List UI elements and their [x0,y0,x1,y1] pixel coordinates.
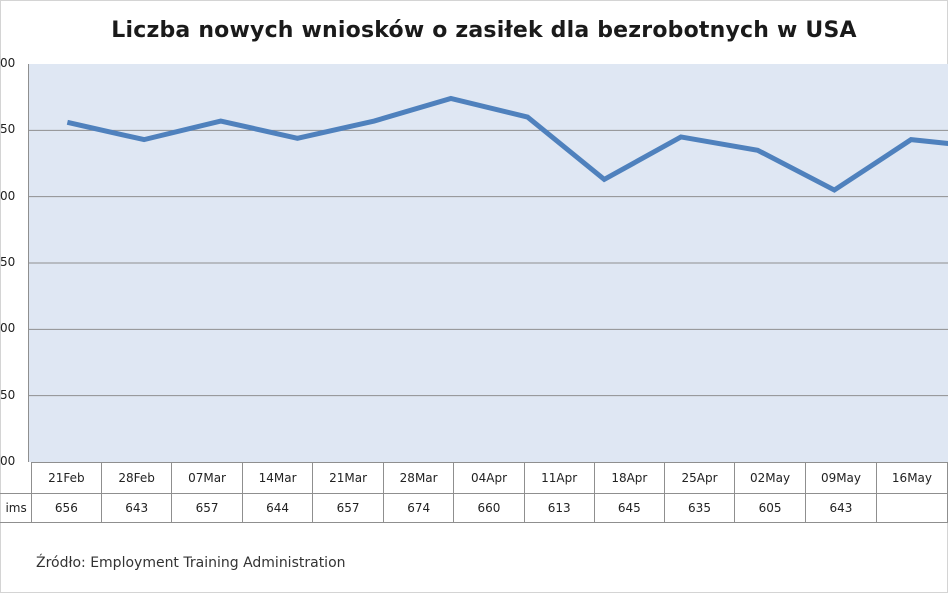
y-tick-label: 00 [0,321,16,336]
value-label: 645 [593,493,665,523]
category-label: 14Mar [241,462,314,494]
category-label: 07Mar [171,462,243,494]
value-label: 613 [523,493,595,523]
value-label: 674 [382,493,455,523]
y-tick-label: 00 [0,56,16,70]
chart-title: Liczba nowych wniosków o zasiłek dla bez… [111,18,857,43]
value-label: 644 [241,493,314,523]
category-label: 28Mar [382,462,455,494]
value-label: 605 [734,493,807,523]
category-label: 09May [805,462,877,494]
value-label: 643 [101,493,173,523]
value-row: ims 656 643 657 644 657 674 660 613 645 635 605 643 [0,493,948,523]
value-label [875,493,948,523]
value-label: 643 [805,493,877,523]
y-tick-label: 50 [0,255,16,269]
category-label: 11Apr [523,462,595,494]
y-tick-label: 00 [0,188,16,203]
data-table: 21Feb 28Feb 07Mar 14Mar 21Mar 28Mar 04Apr 11Apr… [0,462,948,523]
category-label: 16May [875,462,948,494]
value-label: 657 [312,493,384,523]
category-row: 21Feb 28Feb 07Mar 14Mar 21Mar 28Mar 04Apr 11Apr… [0,462,948,494]
value-label: 656 [30,493,103,523]
category-label: 04Apr [453,462,525,494]
table-corner-cell [0,462,32,494]
value-label: 657 [171,493,243,523]
source-note: Źródło: Employment Training Administrati… [36,555,346,571]
category-label: 21Feb [30,462,103,494]
category-label: 21Mar [312,462,384,494]
line-chart-svg [29,95,948,397]
value-label: 660 [453,493,525,523]
category-label: 18Apr [593,462,665,494]
y-tick-label: 50 [0,122,16,137]
y-tick-label: 50 [0,387,16,402]
series-line [66,95,948,193]
value-label: 635 [663,493,736,523]
category-label: 25Apr [663,462,736,494]
category-label: 02May [734,462,807,494]
plot-area [28,64,948,462]
row-label: ims [0,493,32,523]
category-label: 28Feb [101,462,173,494]
